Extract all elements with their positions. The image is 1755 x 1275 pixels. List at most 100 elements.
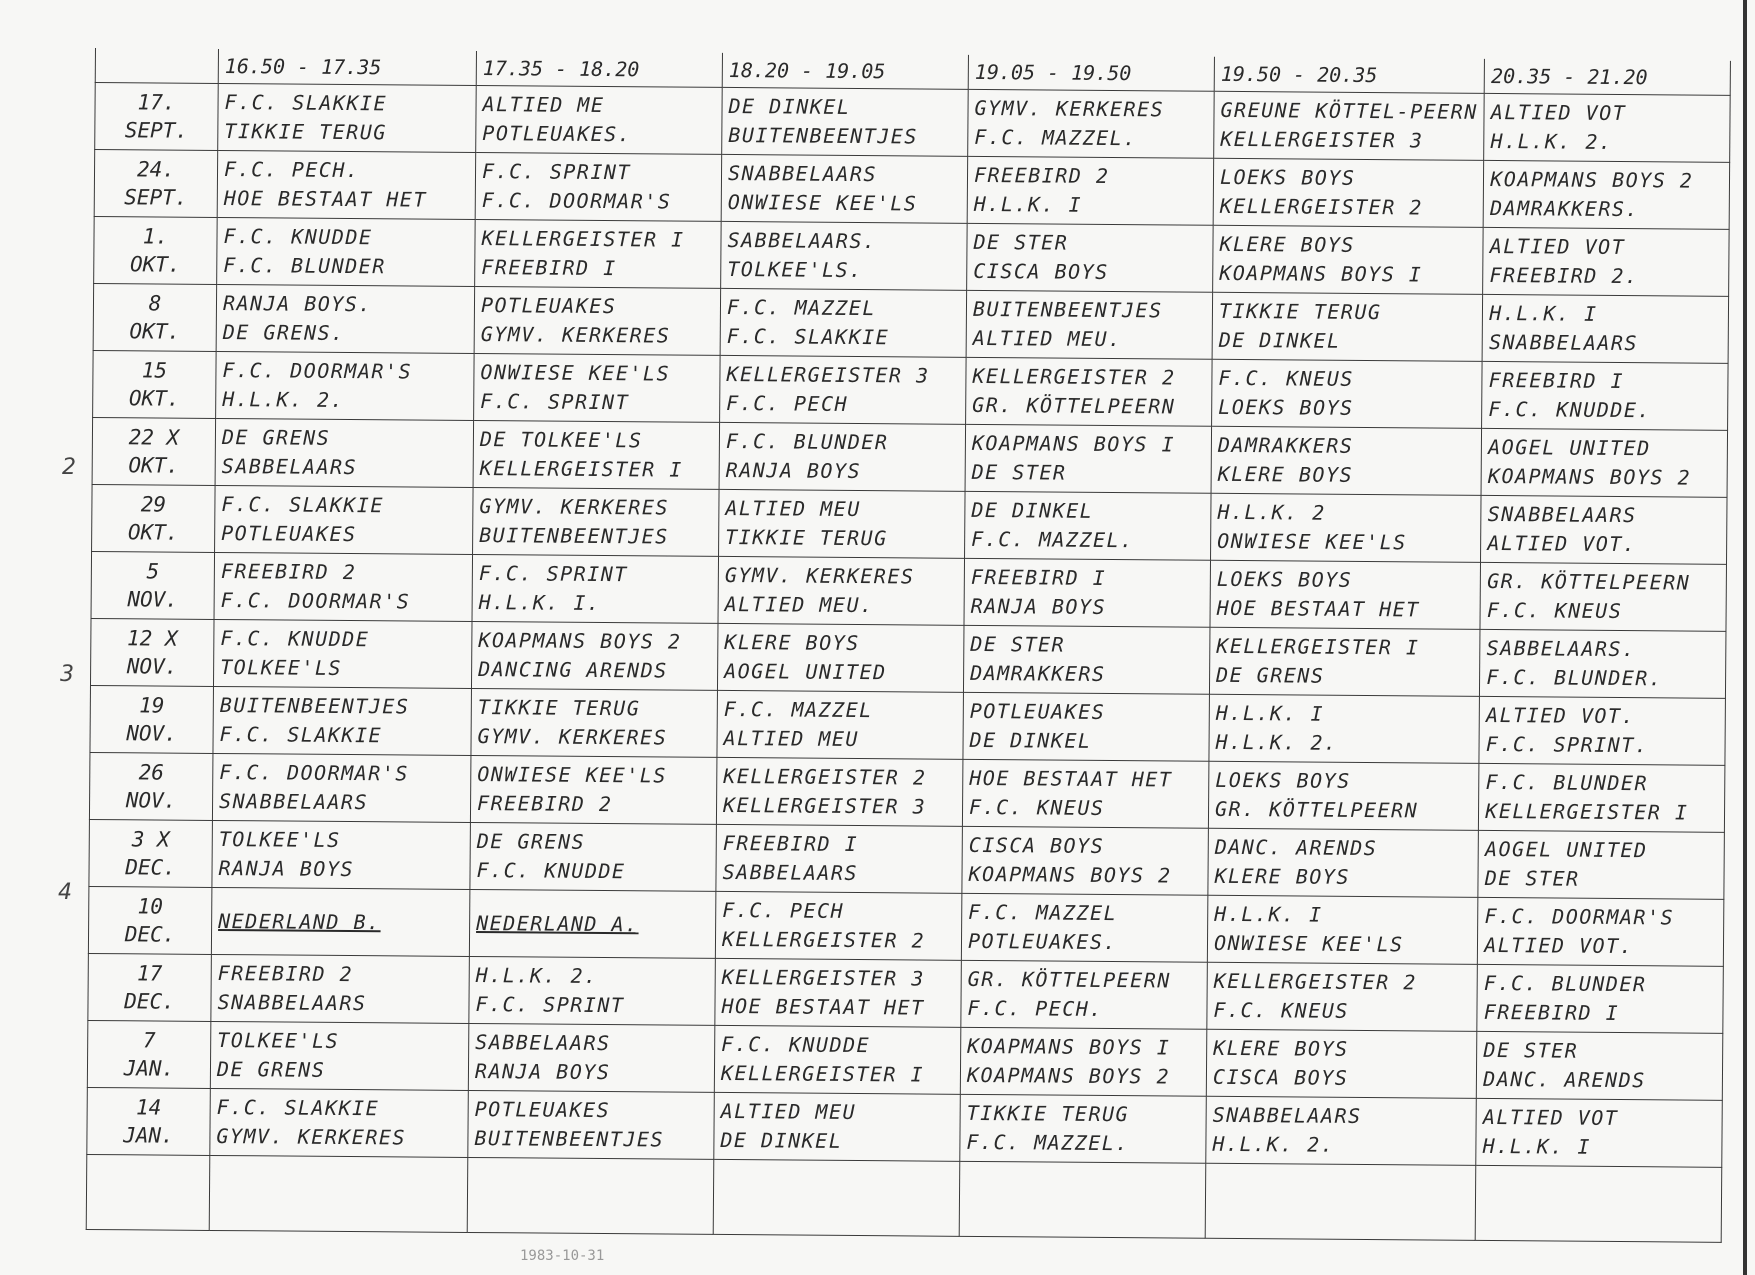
away-team: KLERE BOYS (1214, 863, 1351, 889)
away-team: DANCING ARENDS (478, 657, 668, 683)
home-team: KOAPMANS BOYS I (971, 430, 1176, 457)
match-cell: DE STER CISCA BOYS (966, 223, 1214, 293)
match-cell: F.C. BLUNDER KELLERGEISTER I (1478, 763, 1726, 833)
home-team: H.L.K. I (1489, 300, 1598, 326)
match-cell: TIKKIE TERUG DE DINKEL (1212, 292, 1483, 362)
home-team: F.C. MAZZEL (726, 294, 877, 321)
schedule-row: 17. SEPT. F.C. SLAKKIE TIKKIE TERUG ALTIED M… (94, 82, 1731, 163)
home-team: F.C. BLUNDER (1485, 769, 1649, 796)
match-cell: KLERE BOYS AOGEL UNITED (717, 623, 964, 693)
match-cell: LOEKS BOYS KELLERGEISTER 2 (1213, 158, 1484, 228)
away-team: ONWIESE KEE'LS (1217, 528, 1407, 555)
match-cell: H.L.K. I H.L.K. 2. (1208, 694, 1480, 764)
match-cell: GR. KÖTTELPEERN F.C. KNEUS (1480, 562, 1727, 632)
match-cell: POTLEUAKES BUITENBEENTJES (467, 1090, 715, 1160)
home-team: LOEKS BOYS (1215, 767, 1351, 793)
match-cell: KOAPMANS BOYS 2 DANCING ARENDS (471, 621, 718, 691)
match-cell: DE STER DAMRAKKERS (963, 625, 1210, 695)
away-team: HOE BESTAAT HET (223, 186, 428, 212)
away-team: HOE BESTAAT HET (721, 993, 925, 1020)
away-team: AOGEL UNITED (724, 658, 887, 685)
schedule-row: 3 X DEC. TOLKEE'LS RANJA BOYS DE GRENS F.C. K… (88, 819, 1725, 900)
schedule-row: 8 OKT. RANJA BOYS. DE GRENS. POTLEUAKES GYMV.… (93, 283, 1729, 364)
match-cell: H.L.K. I ONWIESE KEE'LS (1207, 895, 1479, 965)
away-team: GYMV. KERKERES (480, 322, 671, 348)
away-team: GR. KÖTTELPEERN (1214, 796, 1419, 823)
date-line: OKT. (127, 520, 179, 545)
away-team: POTLEUAKES. (967, 928, 1118, 955)
date-line: NOV. (126, 654, 178, 679)
away-team: KLERE BOYS (1217, 461, 1354, 487)
match-date: 7 JAN. (87, 1020, 211, 1089)
home-team: KELLERGEISTER 3 (721, 964, 925, 991)
match-cell: F.C. SLAKKIE TIKKIE TERUG (217, 83, 477, 153)
date-line: SEPT. (124, 185, 188, 210)
away-team: F.C. KNEUS (1213, 997, 1349, 1023)
away-team: BUITENBEENTJES (479, 523, 669, 549)
home-team: SABBELAARS. (1486, 635, 1636, 662)
away-team: GR. KÖTTELPEERN (972, 392, 1176, 419)
date-line: JAN. (123, 1123, 174, 1148)
home-team: ALTIED VOT (1489, 233, 1626, 260)
home-team: AOGEL UNITED (1484, 836, 1648, 863)
match-cell: H.L.K. 2 ONWIESE KEE'LS (1210, 493, 1482, 563)
match-cell: FREEBIRD I RANJA BOYS (963, 558, 1211, 628)
date-line: OKT. (129, 252, 181, 277)
match-cell: F.C. SPRINT F.C. DOORMAR'S (475, 152, 722, 222)
match-date: 3 X DEC. (88, 819, 213, 888)
schedule-row: 24. SEPT. F.C. PECH. HOE BESTAAT HET F.C. SP… (94, 149, 1730, 230)
empty-cell (1205, 1163, 1477, 1241)
match-cell: TIKKIE TERUG F.C. MAZZEL. (959, 1094, 1207, 1164)
match-cell: FREEBIRD 2 SNABBELAARS (210, 954, 470, 1024)
margin-mark: 3 (60, 662, 74, 687)
match-cell: SABBELAARS RANJA BOYS (468, 1023, 715, 1093)
match-cell: H.L.K. I SNABBELAARS (1482, 294, 1729, 364)
away-team: RANJA BOYS (725, 457, 862, 484)
home-team: RANJA BOYS. (222, 291, 373, 317)
empty-cell (86, 1154, 210, 1231)
match-cell: LOEKS BOYS HOE BESTAAT HET (1209, 560, 1481, 630)
home-team: F.C. KNEUS (1218, 365, 1354, 391)
away-team: FREEBIRD I (481, 255, 617, 281)
page-edge (1743, 0, 1747, 1275)
home-team: TIKKIE TERUG (1218, 298, 1382, 325)
match-cell: F.C. MAZZEL F.C. SLAKKIE (720, 288, 967, 358)
match-cell: NEDERLAND B. (211, 887, 470, 957)
empty-cell (1475, 1165, 1723, 1243)
home-team: GYMV. KERKERES (479, 494, 670, 520)
home-team: ALTIED MEU (720, 1098, 857, 1125)
away-team: CISCA BOYS (1212, 1064, 1349, 1090)
date-line: SEPT. (124, 118, 189, 143)
match-date: 26 NOV. (89, 752, 213, 821)
match-cell: ALTIED ME POTLEUAKES. (475, 85, 723, 155)
home-team: SNABBELAARS (1487, 501, 1637, 528)
home-team: DE STER (970, 631, 1066, 657)
home-team: KELLERGEISTER 2 (972, 363, 1176, 390)
match-date: 8 OKT. (93, 283, 217, 352)
match-cell: KELLERGEISTER 2 GR. KÖTTELPEERN (965, 357, 1213, 427)
away-team: F.C. KNEUS (968, 794, 1105, 820)
time-slot-header: 17.35 - 18.20 (476, 50, 723, 88)
match-cell: FREEBIRD I F.C. KNUDDE. (1481, 361, 1729, 431)
match-cell: RANJA BOYS. DE GRENS. (216, 284, 475, 354)
home-team: H.L.K. 2 (1217, 499, 1326, 525)
away-team: DE DINKEL (1218, 327, 1341, 353)
empty-cell (713, 1159, 960, 1237)
away-team: KELLERGEISTER 2 (1219, 193, 1424, 220)
date-stamp: 1983-10-31 (520, 1248, 605, 1264)
match-date: 17. SEPT. (94, 82, 219, 151)
away-team: RANJA BOYS (218, 855, 355, 882)
away-team: SABBELAARS (221, 454, 358, 480)
match-cell: DE TOLKEE'LS KELLERGEISTER I (473, 420, 720, 490)
home-team: ALTIED MEU (725, 495, 861, 522)
margin-mark: 4 (58, 880, 72, 905)
home-team: KOAPMANS BOYS I (967, 1033, 1171, 1060)
match-cell: ALTIED VOT H.L.K. 2. (1483, 93, 1731, 163)
home-team: AOGEL UNITED (1488, 434, 1651, 461)
away-team: RANJA BOYS (474, 1059, 611, 1085)
match-cell: AOGEL UNITED DE STER (1478, 830, 1725, 900)
match-cell: POTLEUAKES GYMV. KERKERES (474, 286, 721, 356)
home-team: ALTIED VOT. (1485, 702, 1636, 729)
date-line: 17. (137, 90, 176, 115)
home-team: F.C. SPRINT (478, 561, 628, 587)
